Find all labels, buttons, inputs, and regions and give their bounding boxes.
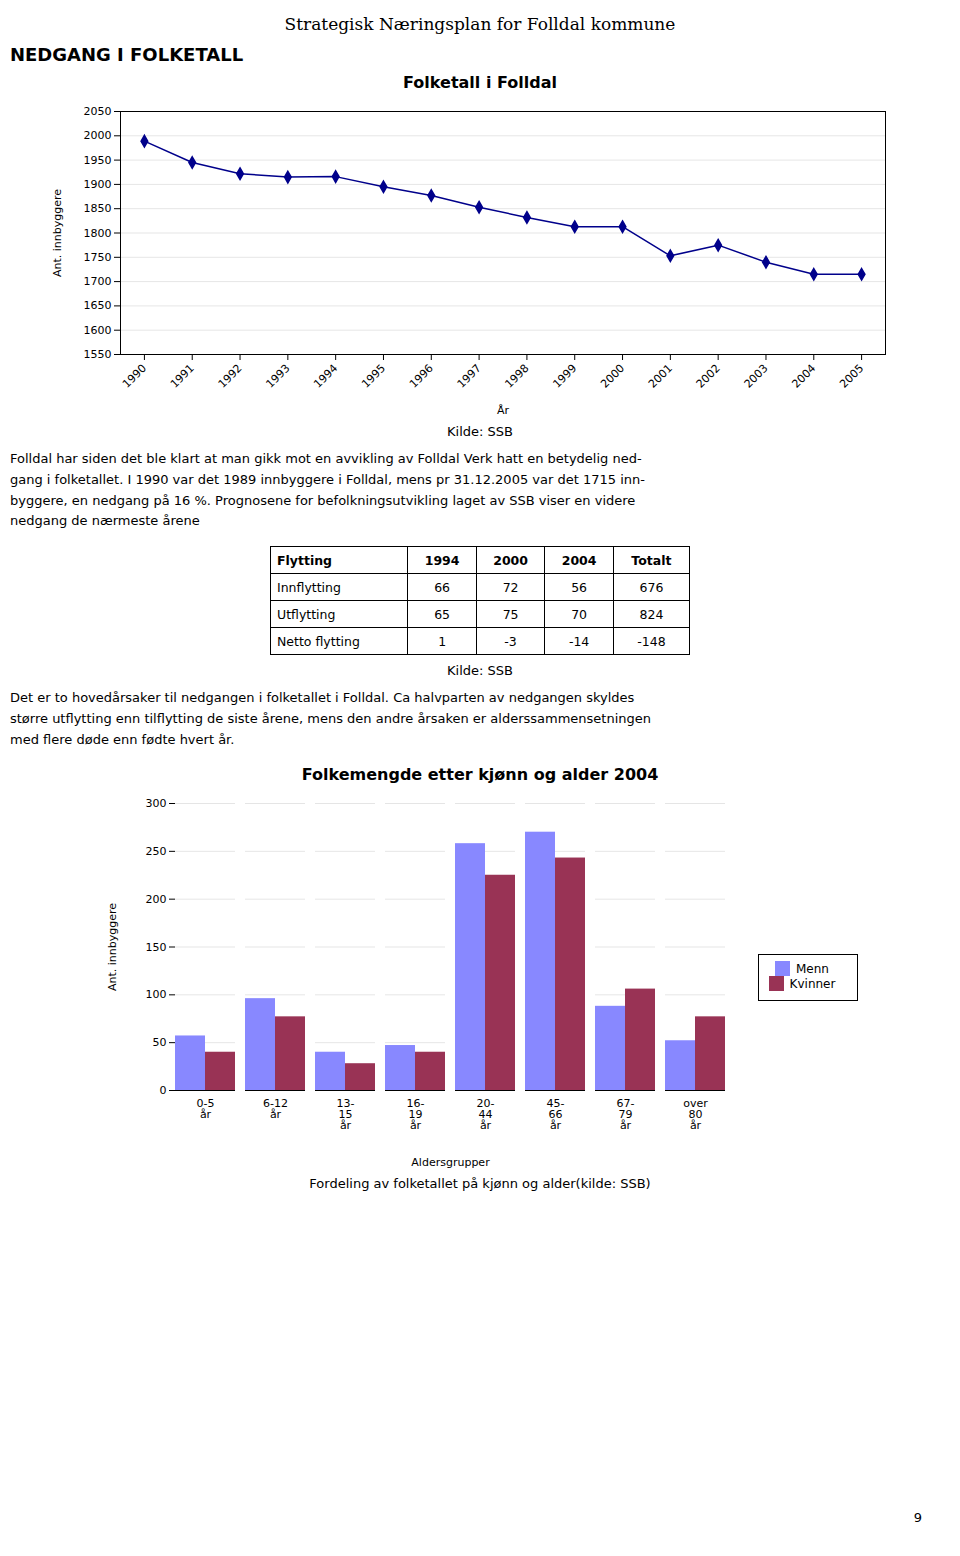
svg-text:1550: 1550	[84, 348, 112, 361]
html-text:65: 65	[434, 606, 451, 622]
svg-text:250: 250	[145, 844, 166, 857]
svg-text:67-79år: 67-79år	[616, 1097, 634, 1132]
svg-text:16-19år: 16-19år	[406, 1097, 424, 1132]
svg-text:1991: 1991	[168, 362, 197, 391]
svg-text:2002: 2002	[694, 362, 723, 391]
html-text:Folkemengde etter kjønn og ald: Folkemengde etter kjønn og alder 2004	[301, 764, 659, 784]
svg-text:1950: 1950	[84, 154, 112, 167]
html-text:Totalt: Totalt	[631, 552, 672, 568]
svg-text:Ant. innbyggere: Ant. innbyggere	[51, 189, 64, 277]
svg-text:1650: 1650	[84, 299, 112, 312]
html-text:824: 824	[639, 606, 664, 622]
svg-text:1997: 1997	[455, 362, 484, 391]
html-text:676: 676	[639, 579, 664, 595]
svg-text:2005: 2005	[837, 362, 866, 391]
svg-text:1600: 1600	[84, 324, 112, 337]
svg-text:2004: 2004	[789, 362, 818, 391]
svg-text:20-44år: 20-44år	[476, 1097, 494, 1132]
svg-text:År: År	[497, 404, 510, 417]
svg-text:2001: 2001	[646, 362, 675, 391]
svg-text:1995: 1995	[359, 362, 388, 391]
html-text:72: 72	[502, 579, 519, 595]
svg-text:13-15år: 13-15år	[336, 1097, 354, 1132]
svg-text:0: 0	[159, 1084, 166, 1097]
svg-text:0-5år: 0-5år	[196, 1097, 214, 1121]
svg-text:1850: 1850	[84, 202, 112, 215]
svg-text:1700: 1700	[84, 275, 112, 288]
html-text:-148: -148	[637, 633, 666, 649]
svg-text:1800: 1800	[84, 227, 112, 240]
html-text:Netto flytting: Netto flytting	[277, 633, 360, 649]
svg-text:1994: 1994	[311, 362, 340, 391]
svg-text:over80år: over80år	[683, 1097, 708, 1132]
html-text:Utflytting: Utflytting	[277, 606, 336, 622]
html-text:NEDGANG I FOLKETALL: NEDGANG I FOLKETALL	[10, 44, 244, 65]
svg-text:100: 100	[145, 988, 166, 1001]
html-text:1: 1	[438, 633, 447, 649]
svg-text:1900: 1900	[84, 178, 112, 191]
svg-text:1993: 1993	[263, 362, 292, 391]
html-text:2000: 2000	[493, 552, 528, 568]
html-text:1994: 1994	[424, 552, 460, 568]
svg-text:6-12år: 6-12år	[263, 1097, 288, 1121]
html-text:2004: 2004	[561, 552, 597, 568]
html-text:-3: -3	[504, 633, 517, 649]
svg-text:2000: 2000	[84, 129, 112, 142]
html-text:Det er to hovedårsaker til ned: Det er to hovedårsaker til nedgangen i f…	[10, 690, 651, 747]
html-text:Kvinner: Kvinner	[789, 976, 836, 991]
svg-text:2050: 2050	[84, 105, 112, 118]
svg-text:1750: 1750	[84, 251, 112, 264]
html-text:75: 75	[502, 606, 519, 622]
svg-text:2000: 2000	[598, 362, 627, 391]
html-text:66: 66	[434, 579, 451, 595]
svg-text:1998: 1998	[503, 362, 532, 391]
html-text:Menn: Menn	[796, 961, 829, 976]
svg-text:1990: 1990	[120, 362, 149, 391]
html-text:56: 56	[571, 579, 587, 595]
svg-text:1992: 1992	[216, 362, 245, 391]
html-text:Folketall i Folldal: Folketall i Folldal	[403, 73, 557, 92]
svg-text:300: 300	[145, 797, 166, 810]
svg-text:150: 150	[145, 940, 166, 953]
svg-text:2003: 2003	[742, 362, 771, 391]
html-text:Flytting: Flytting	[277, 552, 333, 568]
svg-text:45-66år: 45-66år	[546, 1097, 564, 1132]
html-text:Fordeling av folketallet på kj: Fordeling av folketallet på kjønn og ald…	[309, 1175, 651, 1191]
svg-text:Ant. innbyggere: Ant. innbyggere	[106, 902, 119, 990]
html-text:-14: -14	[568, 633, 590, 649]
html-text:Innflytting: Innflytting	[277, 579, 341, 595]
svg-text:Aldersgrupper: Aldersgrupper	[411, 1155, 490, 1168]
svg-text:1996: 1996	[407, 362, 436, 391]
html-text:Kilde: SSB: Kilde: SSB	[447, 424, 513, 439]
svg-text:1999: 1999	[550, 362, 579, 391]
html-text:70: 70	[571, 606, 587, 622]
html-text:Kilde: SSB: Kilde: SSB	[447, 663, 513, 679]
html-text:Strategisk Næringsplan for Fol: Strategisk Næringsplan for Folldal kommu…	[284, 14, 676, 34]
svg-text:50: 50	[152, 1036, 166, 1049]
html-text:Folldal har siden det ble klar: Folldal har siden det ble klart at man g…	[10, 451, 645, 529]
html-text:9: 9	[913, 1510, 922, 1525]
svg-text:200: 200	[145, 892, 166, 905]
